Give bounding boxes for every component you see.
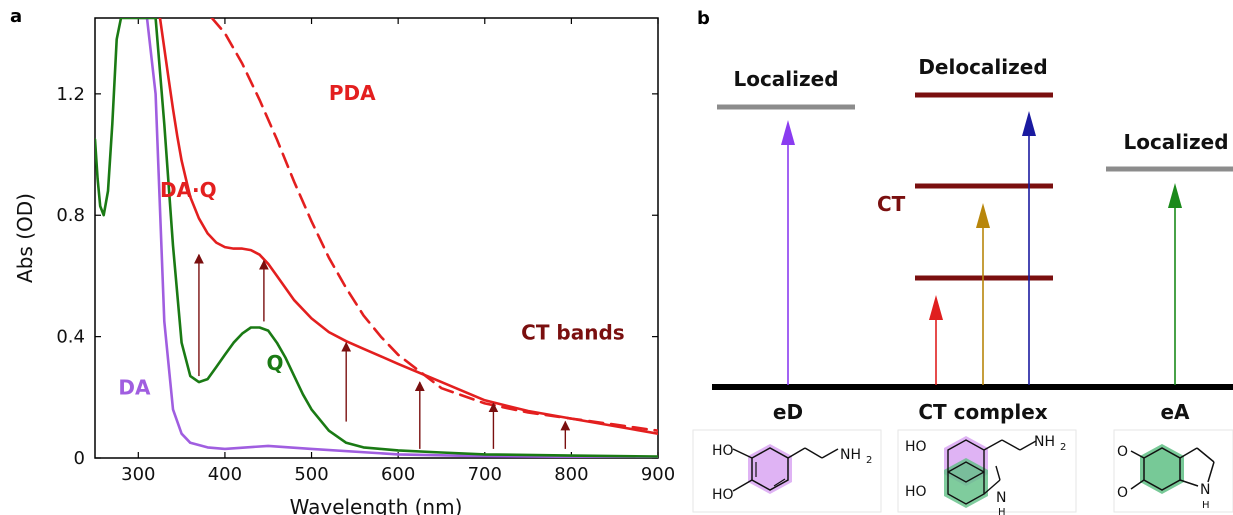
axis-ticks: 300 400 500 600 700 800 900 0 0.4 0.8 1.2	[56, 18, 675, 485]
x-tick-label: 300	[121, 464, 155, 485]
series-line-q	[95, 18, 658, 458]
ea-o-top: O	[1117, 444, 1128, 460]
ea-h: H	[1202, 500, 1210, 511]
ea-arrowhead	[1168, 183, 1182, 208]
y-axis-label: Abs (OD)	[13, 193, 37, 283]
y-tick-label: 0	[74, 448, 85, 469]
ea-bottom-label: eA	[1160, 400, 1190, 424]
ct-red-arrowhead	[929, 295, 943, 320]
ea-highlight	[1140, 444, 1184, 494]
ed-nh: NH	[840, 447, 861, 463]
x-axis-label: Wavelength (nm)	[290, 495, 463, 515]
y-tick-label: 1.2	[56, 84, 85, 105]
ea-molecule-structure: O O N H	[1113, 429, 1233, 513]
y-tick-label: 0.8	[56, 205, 85, 226]
ct-n: N	[996, 490, 1006, 506]
series-labels: PDA DA·Q CT bands Q DA	[118, 81, 624, 399]
x-tick-label: 500	[294, 464, 328, 485]
ct-ho-top: HO	[905, 439, 927, 455]
ed-molecule-structure: HO HO NH 2	[692, 429, 882, 513]
x-tick-label: 400	[208, 464, 242, 485]
ct-ho-bottom: HO	[905, 484, 927, 500]
ed-ho-top: HO	[712, 443, 734, 459]
ct-arrows	[194, 253, 571, 449]
ct-nh: NH	[1034, 434, 1055, 450]
ct-label: CT	[877, 192, 906, 216]
ea-level-title: Localized	[1123, 130, 1228, 154]
ct-gold-arrowhead	[976, 203, 990, 228]
ed-ho-bottom: HO	[712, 487, 734, 503]
x-tick-label: 900	[641, 464, 675, 485]
ed-level-title: Localized	[733, 67, 838, 91]
ea-o-bottom: O	[1117, 485, 1128, 501]
ed-nh-subscript: 2	[866, 455, 872, 466]
series-line-da	[137, 18, 658, 458]
plot-frame	[94, 17, 659, 459]
series-label-da: DA	[118, 375, 151, 399]
y-tick-label: 0.4	[56, 327, 85, 348]
ct-bottom-label: CT complex	[918, 400, 1047, 424]
series-line-pda	[210, 18, 658, 433]
series-line-daq	[158, 18, 658, 436]
ct-blue-arrowhead	[1022, 111, 1036, 136]
ed-bottom-label: eD	[773, 400, 803, 424]
absorbance-chart: 300 400 500 600 700 800 900 0 0.4 0.8 1.2 PDA DA·Q C…	[13, 17, 675, 515]
series-label-q: Q	[266, 351, 283, 375]
ct-level-title: Delocalized	[918, 55, 1047, 79]
ct-acceptor-highlight	[944, 458, 988, 508]
series-label-pda: PDA	[329, 81, 376, 105]
series-label-ctbands: CT bands	[521, 321, 625, 345]
energy-diagram: Localized Delocalized CT Localized eD CT…	[712, 55, 1233, 424]
x-tick-label: 800	[554, 464, 588, 485]
ct-nh-subscript: 2	[1060, 442, 1066, 453]
ct-molecule-structure: HO HO NH 2 N H	[897, 429, 1077, 515]
panel-b-letter: b	[697, 8, 710, 29]
ea-n: N	[1200, 482, 1210, 498]
ct-h: H	[998, 507, 1006, 515]
x-tick-label: 700	[468, 464, 502, 485]
series-label-daq: DA·Q	[160, 178, 217, 202]
panel-a-letter: a	[10, 6, 22, 27]
series-lines	[95, 18, 658, 458]
x-tick-label: 600	[381, 464, 415, 485]
ed-arrowhead	[781, 120, 795, 145]
